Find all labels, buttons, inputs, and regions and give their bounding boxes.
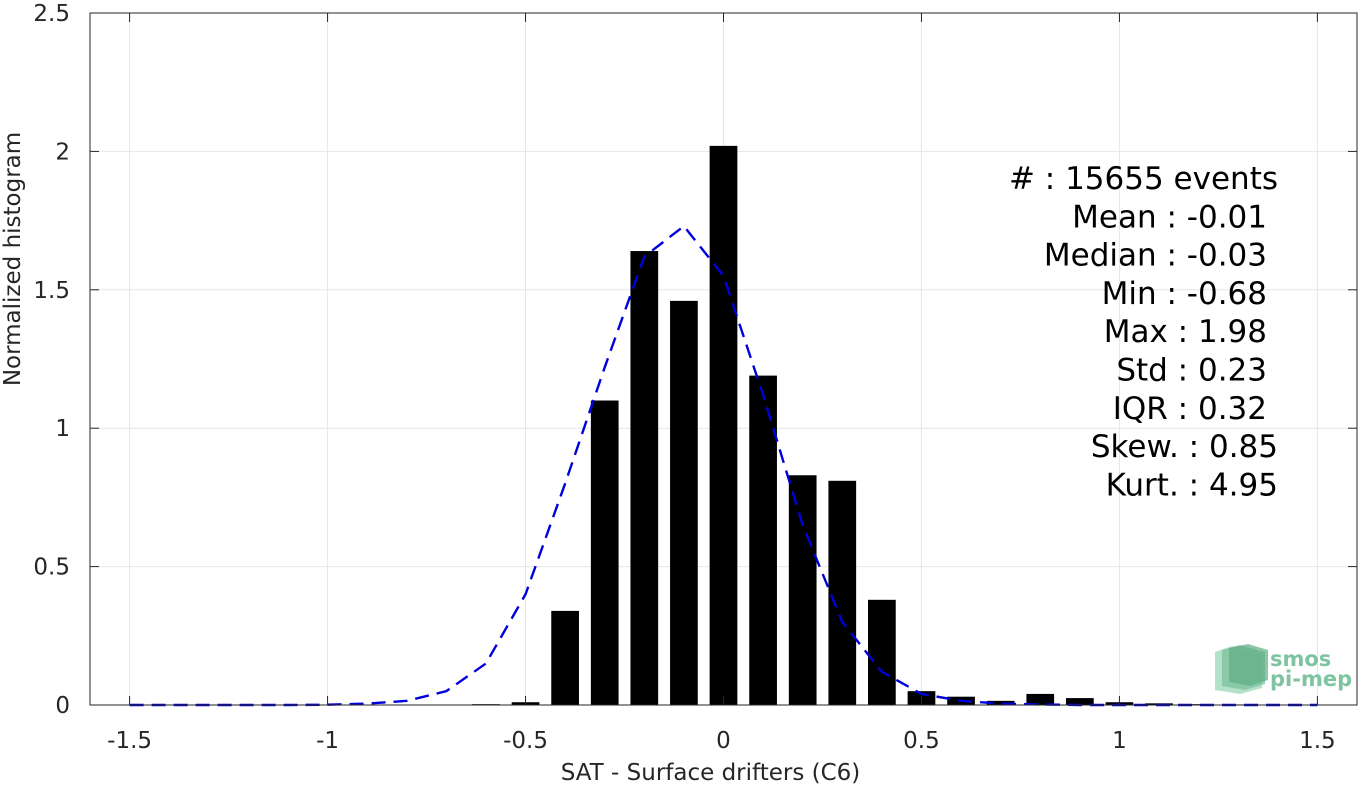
stat-line: # : 15655 events <box>1009 161 1278 197</box>
y-tick-labels: 0 0.5 1 1.5 2 2.5 <box>33 1 70 719</box>
histogram-bar <box>1026 693 1055 705</box>
x-tick-label: -1.5 <box>107 728 152 754</box>
y-tick-label: 1 <box>55 416 70 442</box>
y-axis-label: Normalized histogram <box>0 132 26 386</box>
y-tick-label: 1.5 <box>33 278 70 304</box>
x-tick-label: 0 <box>716 728 731 754</box>
axis-ticks <box>90 12 1357 706</box>
histogram-bar <box>828 480 857 705</box>
x-tick-label: 1 <box>1112 728 1127 754</box>
stat-line: Skew. : 0.85 <box>1091 429 1278 465</box>
histogram-bars <box>472 145 1332 705</box>
histogram-bar <box>590 400 619 705</box>
histogram-bar <box>709 145 738 705</box>
histogram-bar <box>551 610 579 705</box>
x-tick-label: 1.5 <box>1299 728 1336 754</box>
y-tick-label: 2 <box>55 139 70 165</box>
x-tick-label: -0.5 <box>503 728 548 754</box>
stat-line: Min : -0.68 <box>1102 276 1267 312</box>
y-tick-label: 0.5 <box>33 555 70 581</box>
histogram-bar <box>986 700 1015 705</box>
x-tick-label: 0.5 <box>903 728 940 754</box>
logo-mark-icon <box>1215 644 1268 694</box>
y-tick-label: 0 <box>55 693 70 719</box>
y-tick-label: 2.5 <box>33 1 70 27</box>
smos-pimep-logo: smos pi-mep <box>1215 644 1352 694</box>
stat-line: Max : 1.98 <box>1104 314 1267 350</box>
histogram-bar <box>749 375 777 705</box>
x-axis-label: SAT - Surface drifters (C6) <box>561 760 861 785</box>
stat-line: IQR : 0.32 <box>1113 391 1267 427</box>
x-tick-labels: -1.5 -1 -0.5 0 0.5 1 1.5 <box>107 728 1336 754</box>
histogram-bar <box>1065 698 1094 705</box>
histogram-bar <box>630 251 659 705</box>
histogram-bar <box>670 300 698 705</box>
stat-line: Median : -0.03 <box>1044 238 1267 274</box>
logo-text-pimep: pi-mep <box>1270 667 1352 691</box>
x-tick-label: -1 <box>316 728 339 754</box>
stat-line: Kurt. : 4.95 <box>1106 467 1278 503</box>
stat-line: Mean : -0.01 <box>1072 199 1267 235</box>
histogram-bar <box>868 599 896 705</box>
logo-text-smos: smos <box>1270 647 1331 671</box>
stat-line: Std : 0.23 <box>1116 353 1267 389</box>
histogram-bar <box>788 475 817 705</box>
